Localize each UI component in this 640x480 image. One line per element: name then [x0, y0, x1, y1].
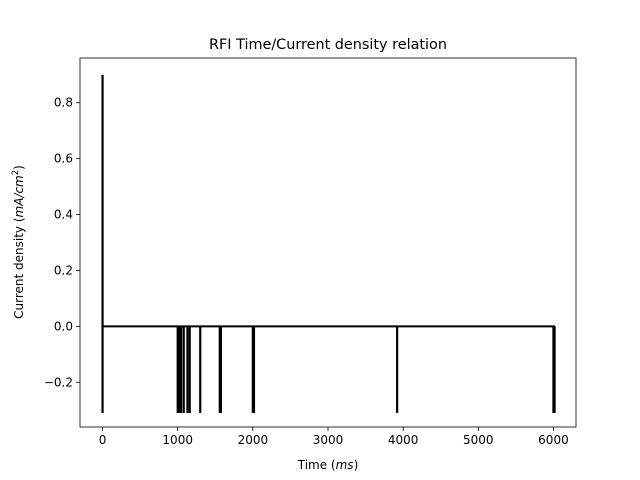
y-tick-label: −0.2: [44, 375, 73, 389]
plot-frame: [79, 57, 577, 428]
x-tick-label: 2000: [238, 433, 269, 447]
y-tick-label: 0.8: [54, 96, 73, 110]
y-tick-label: 0.4: [54, 208, 73, 222]
x-tick-label: 0: [99, 433, 107, 447]
series-lines: [101, 74, 556, 414]
x-tick-label: 6000: [538, 433, 569, 447]
y-axis-label-prefix: Current density (: [12, 217, 26, 318]
x-axis-label-prefix: Time (: [297, 458, 336, 472]
y-axis-label-sup: 2: [11, 170, 21, 175]
y-axis-label: Current density (mA/cm2): [11, 165, 26, 319]
x-tick-label: 5000: [463, 433, 494, 447]
chart-title: RFI Time/Current density relation: [209, 37, 447, 53]
y-axis-label-suffix: ): [12, 165, 26, 170]
x-tick-label: 1000: [162, 433, 193, 447]
x-tick-label: 3000: [313, 433, 344, 447]
y-tick-label: 0.2: [54, 263, 73, 277]
x-axis-label-unit: ms: [336, 458, 354, 472]
x-axis-ticks: 0 1000 2000 3000 4000 5000 6000: [99, 427, 569, 447]
y-axis-label-unit: mA/cm: [12, 175, 26, 217]
x-axis-label-suffix: ): [354, 458, 359, 472]
y-tick-label: 0.0: [54, 319, 73, 333]
x-tick-label: 4000: [388, 433, 419, 447]
x-axis-label: Time (ms): [297, 458, 359, 472]
y-tick-label: 0.6: [54, 152, 73, 166]
y-axis-ticks: −0.2 0.0 0.2 0.4 0.6 0.8: [44, 96, 80, 389]
